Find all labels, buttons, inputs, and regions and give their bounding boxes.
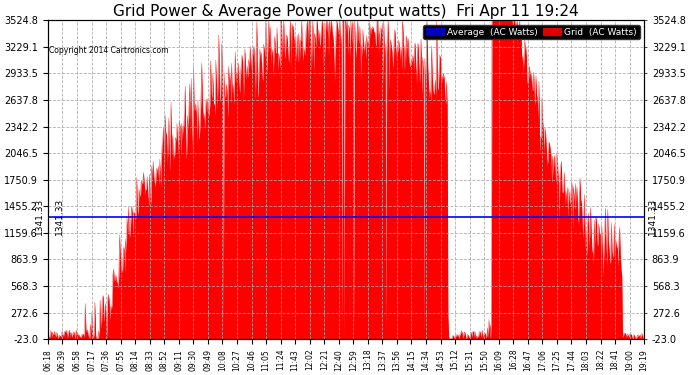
Title: Grid Power & Average Power (output watts)  Fri Apr 11 19:24: Grid Power & Average Power (output watts… bbox=[113, 4, 579, 19]
Text: 1341.33: 1341.33 bbox=[55, 198, 64, 235]
Text: 1341.33: 1341.33 bbox=[649, 198, 658, 235]
Text: 1341.33: 1341.33 bbox=[34, 198, 43, 235]
Text: Copyright 2014 Cartronics.com: Copyright 2014 Cartronics.com bbox=[49, 46, 168, 55]
Legend: Average  (AC Watts), Grid  (AC Watts): Average (AC Watts), Grid (AC Watts) bbox=[423, 25, 640, 39]
